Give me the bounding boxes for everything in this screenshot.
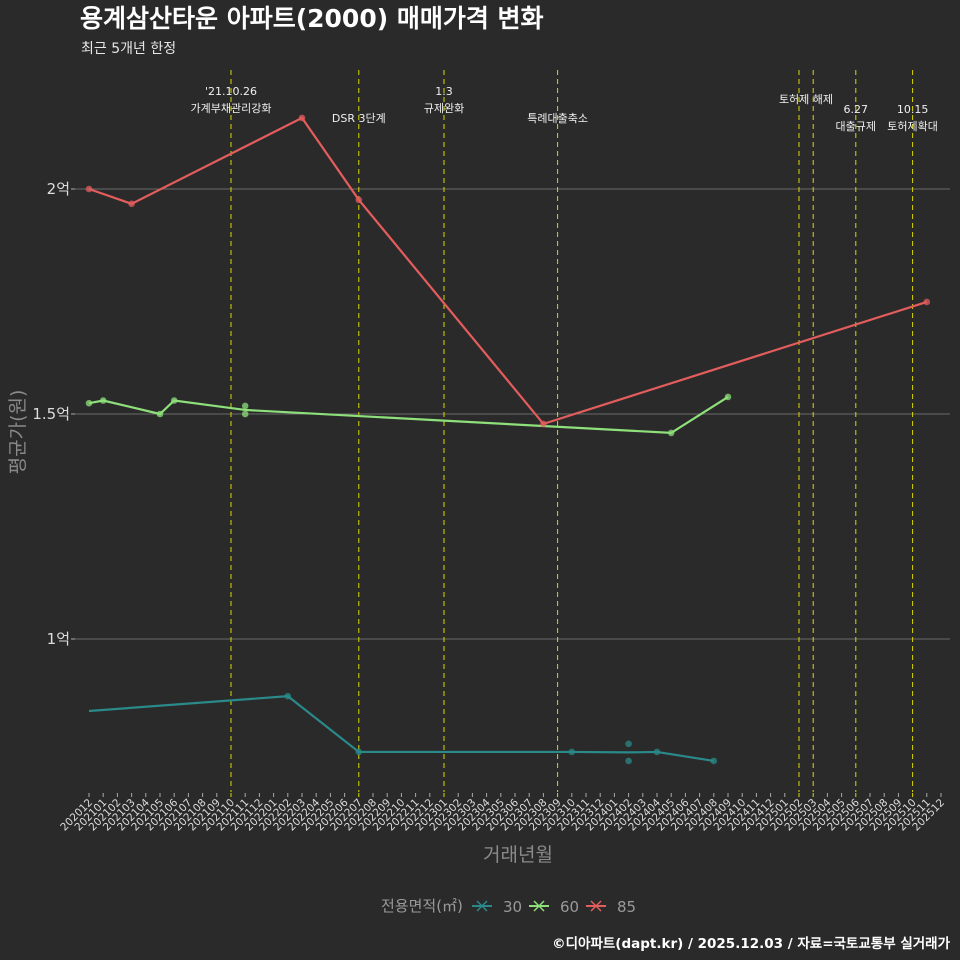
legend-label: 60 xyxy=(560,898,579,916)
event-annotation: 토허제 해제 xyxy=(779,92,833,106)
data-point xyxy=(710,757,718,765)
series-30 xyxy=(88,692,718,765)
series-60 xyxy=(85,393,732,437)
event-annotation: DSR 3단계 xyxy=(332,112,386,125)
data-point xyxy=(298,114,306,122)
legend-label: 85 xyxy=(617,898,636,916)
event-annotation: 특례대출축소 xyxy=(527,112,588,125)
chart-title: 용계삼산타운 아파트(2000) 매매가격 변화 xyxy=(80,4,544,33)
data-point xyxy=(99,397,107,404)
x-axis: 2020122021012021022021032021042021052021… xyxy=(58,793,947,833)
data-point xyxy=(568,748,576,756)
series-line-60 xyxy=(88,395,729,435)
legend-key-cross xyxy=(476,900,488,912)
data-point xyxy=(540,420,547,428)
chart-subtitle: 최근 5개년 한정 xyxy=(81,41,176,57)
y-axis-label: 평균가(원) xyxy=(7,390,29,475)
x-axis-label: 거래년월 xyxy=(483,844,553,866)
data-point xyxy=(625,757,632,765)
event-annotation: 6.27 xyxy=(844,103,869,116)
legend-title: 전용면적(㎡) xyxy=(381,897,463,915)
gridlines xyxy=(75,188,950,640)
legend-label: 30 xyxy=(503,898,522,916)
data-point xyxy=(653,748,661,756)
series-line-30 xyxy=(88,695,714,763)
legend-key-cross xyxy=(533,900,545,912)
caption: ©디아파트(dapt.kr) / 2025.12.03 / 자료=국토교통부 실… xyxy=(552,935,950,952)
series-group xyxy=(85,114,931,765)
event-annotation: 대출규제 xyxy=(836,120,876,133)
y-tick-label: 1.5억 xyxy=(32,405,70,423)
data-point xyxy=(156,410,164,418)
series-line-85 xyxy=(88,116,928,426)
data-point xyxy=(625,740,632,748)
data-point xyxy=(85,399,93,407)
data-point xyxy=(241,402,249,410)
series-85 xyxy=(85,114,931,428)
event-annotation: 가계부채관리강화 xyxy=(191,102,272,115)
data-point xyxy=(170,397,178,404)
event-annotation: 1.3 xyxy=(435,85,453,98)
data-point xyxy=(355,196,363,204)
data-point xyxy=(85,185,93,193)
data-point xyxy=(241,410,249,418)
data-point xyxy=(128,200,135,208)
data-point xyxy=(724,393,732,401)
y-tick-label: 2억 xyxy=(47,180,70,198)
event-annotation: 토허제확대 xyxy=(887,120,938,133)
y-axis: 1억 1.5억 2억 xyxy=(32,180,75,648)
data-point xyxy=(667,429,675,437)
event-annotation: 10.15 xyxy=(897,103,929,116)
event-annotation: '21.10.26 xyxy=(205,85,257,98)
data-point xyxy=(284,692,292,700)
data-point xyxy=(355,748,363,756)
legend-key-cross xyxy=(590,900,602,912)
data-point xyxy=(923,298,931,306)
y-tick-label: 1억 xyxy=(47,630,70,648)
event-annotation: 규제완화 xyxy=(424,102,464,115)
legend: 전용면적(㎡) 30 60 85 xyxy=(381,897,636,916)
